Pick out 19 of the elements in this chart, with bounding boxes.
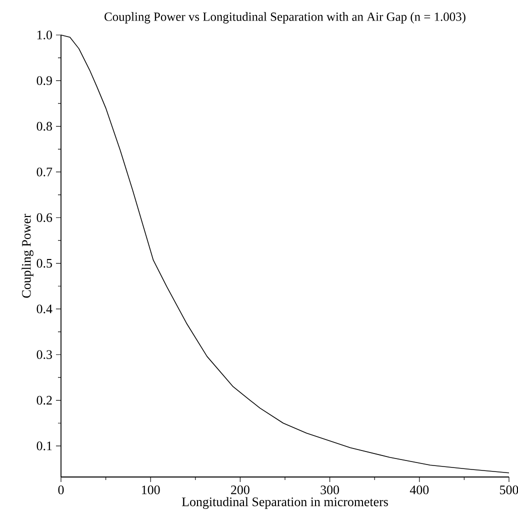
x-axis-title: Longitudinal Separation in micrometers xyxy=(182,497,388,509)
y-tick-label: 0.4 xyxy=(36,304,52,314)
x-tick-label: 100 xyxy=(142,486,160,494)
y-tick-label: 0.9 xyxy=(36,76,52,86)
x-tick-label: 0 xyxy=(58,486,64,494)
y-tick-label: 0.5 xyxy=(36,258,52,268)
y-tick-label: 0.6 xyxy=(36,213,52,222)
y-tick-label: 1.0 xyxy=(37,30,52,40)
y-tick-label: 0.7 xyxy=(36,168,52,176)
y-tick-label: 0.8 xyxy=(36,122,52,131)
x-tick-label: 300 xyxy=(320,486,340,494)
y-tick-label: 0.1 xyxy=(36,442,52,450)
y-tick-label: 0.3 xyxy=(36,350,52,360)
x-tick-label: 400 xyxy=(410,486,429,494)
x-tick-label: 200 xyxy=(231,486,250,494)
y-tick-label: 0.2 xyxy=(36,396,52,405)
y-axis-title: Coupling Power xyxy=(22,214,34,298)
x-tick-label: 500 xyxy=(500,486,518,494)
chart-title: Coupling Power vs Longitudinal Separation with an Air Gap (n = 1.003) xyxy=(104,12,466,24)
